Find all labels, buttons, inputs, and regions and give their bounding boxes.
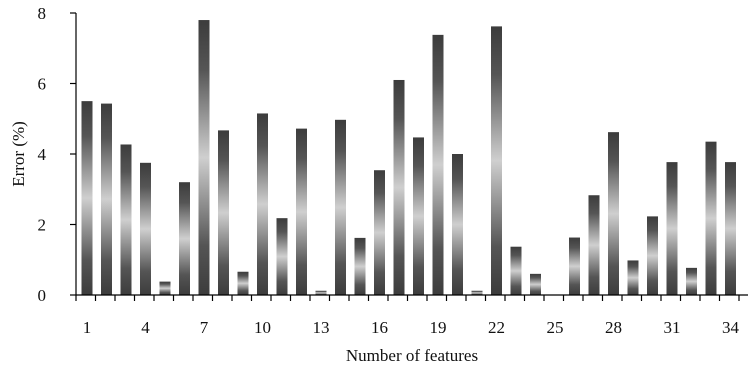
x-tick-label: 16 xyxy=(371,318,388,337)
x-tick-label: 28 xyxy=(605,318,622,337)
bar-17 xyxy=(393,79,405,295)
bar-8 xyxy=(218,130,229,295)
x-tick-label: 34 xyxy=(722,318,740,337)
bar-22 xyxy=(491,26,502,295)
bar-11 xyxy=(276,218,288,295)
bar-33 xyxy=(705,141,717,295)
bar-1 xyxy=(81,101,93,296)
x-tick-label: 22 xyxy=(488,318,505,337)
bar-19 xyxy=(432,34,444,296)
bar-2 xyxy=(101,103,112,295)
y-axis-title: Error (%) xyxy=(9,121,28,187)
x-tick-label: 4 xyxy=(141,318,150,337)
bar-15 xyxy=(354,237,366,295)
bar-28 xyxy=(608,132,619,295)
bar-12 xyxy=(296,128,307,295)
bar-26 xyxy=(569,237,580,295)
y-tick-label: 0 xyxy=(38,286,47,305)
bar-16 xyxy=(374,170,385,295)
bar-10 xyxy=(257,113,268,296)
bar-5 xyxy=(159,281,171,295)
bar-24 xyxy=(530,273,541,295)
x-axis-title: Number of features xyxy=(346,346,478,365)
bar-21 xyxy=(471,290,483,295)
x-tick-label: 1 xyxy=(83,318,92,337)
bar-3 xyxy=(120,144,132,295)
bar-31 xyxy=(666,162,678,295)
x-tick-label: 19 xyxy=(430,318,447,337)
x-tick-label: 13 xyxy=(313,318,330,337)
bar-14 xyxy=(335,119,346,295)
bar-6 xyxy=(179,182,190,295)
bars-group xyxy=(81,20,736,296)
bar-13 xyxy=(315,290,327,295)
y-tick-label: 4 xyxy=(38,145,47,164)
bar-18 xyxy=(413,137,424,295)
bar-34 xyxy=(725,162,736,295)
bar-27 xyxy=(588,195,600,295)
bar-29 xyxy=(627,260,639,295)
bar-9 xyxy=(237,271,249,295)
bar-32 xyxy=(686,267,697,295)
x-tick-label: 10 xyxy=(254,318,271,337)
bar-4 xyxy=(140,162,151,295)
bar-30 xyxy=(647,216,658,295)
x-tick-label: 31 xyxy=(664,318,681,337)
bar-23 xyxy=(510,246,522,295)
bar-7 xyxy=(198,20,210,296)
y-ticks-group: 0 2 4 6 8 xyxy=(38,4,76,305)
y-tick-label: 2 xyxy=(38,216,47,235)
bar-20 xyxy=(452,154,463,295)
x-ticks-group: 1 4 7 10 13 16 19 22 25 28 31 34 xyxy=(75,295,740,337)
y-tick-label: 8 xyxy=(38,4,47,23)
y-tick-label: 6 xyxy=(38,75,47,94)
x-tick-label: 25 xyxy=(547,318,564,337)
x-tick-label: 7 xyxy=(200,318,209,337)
